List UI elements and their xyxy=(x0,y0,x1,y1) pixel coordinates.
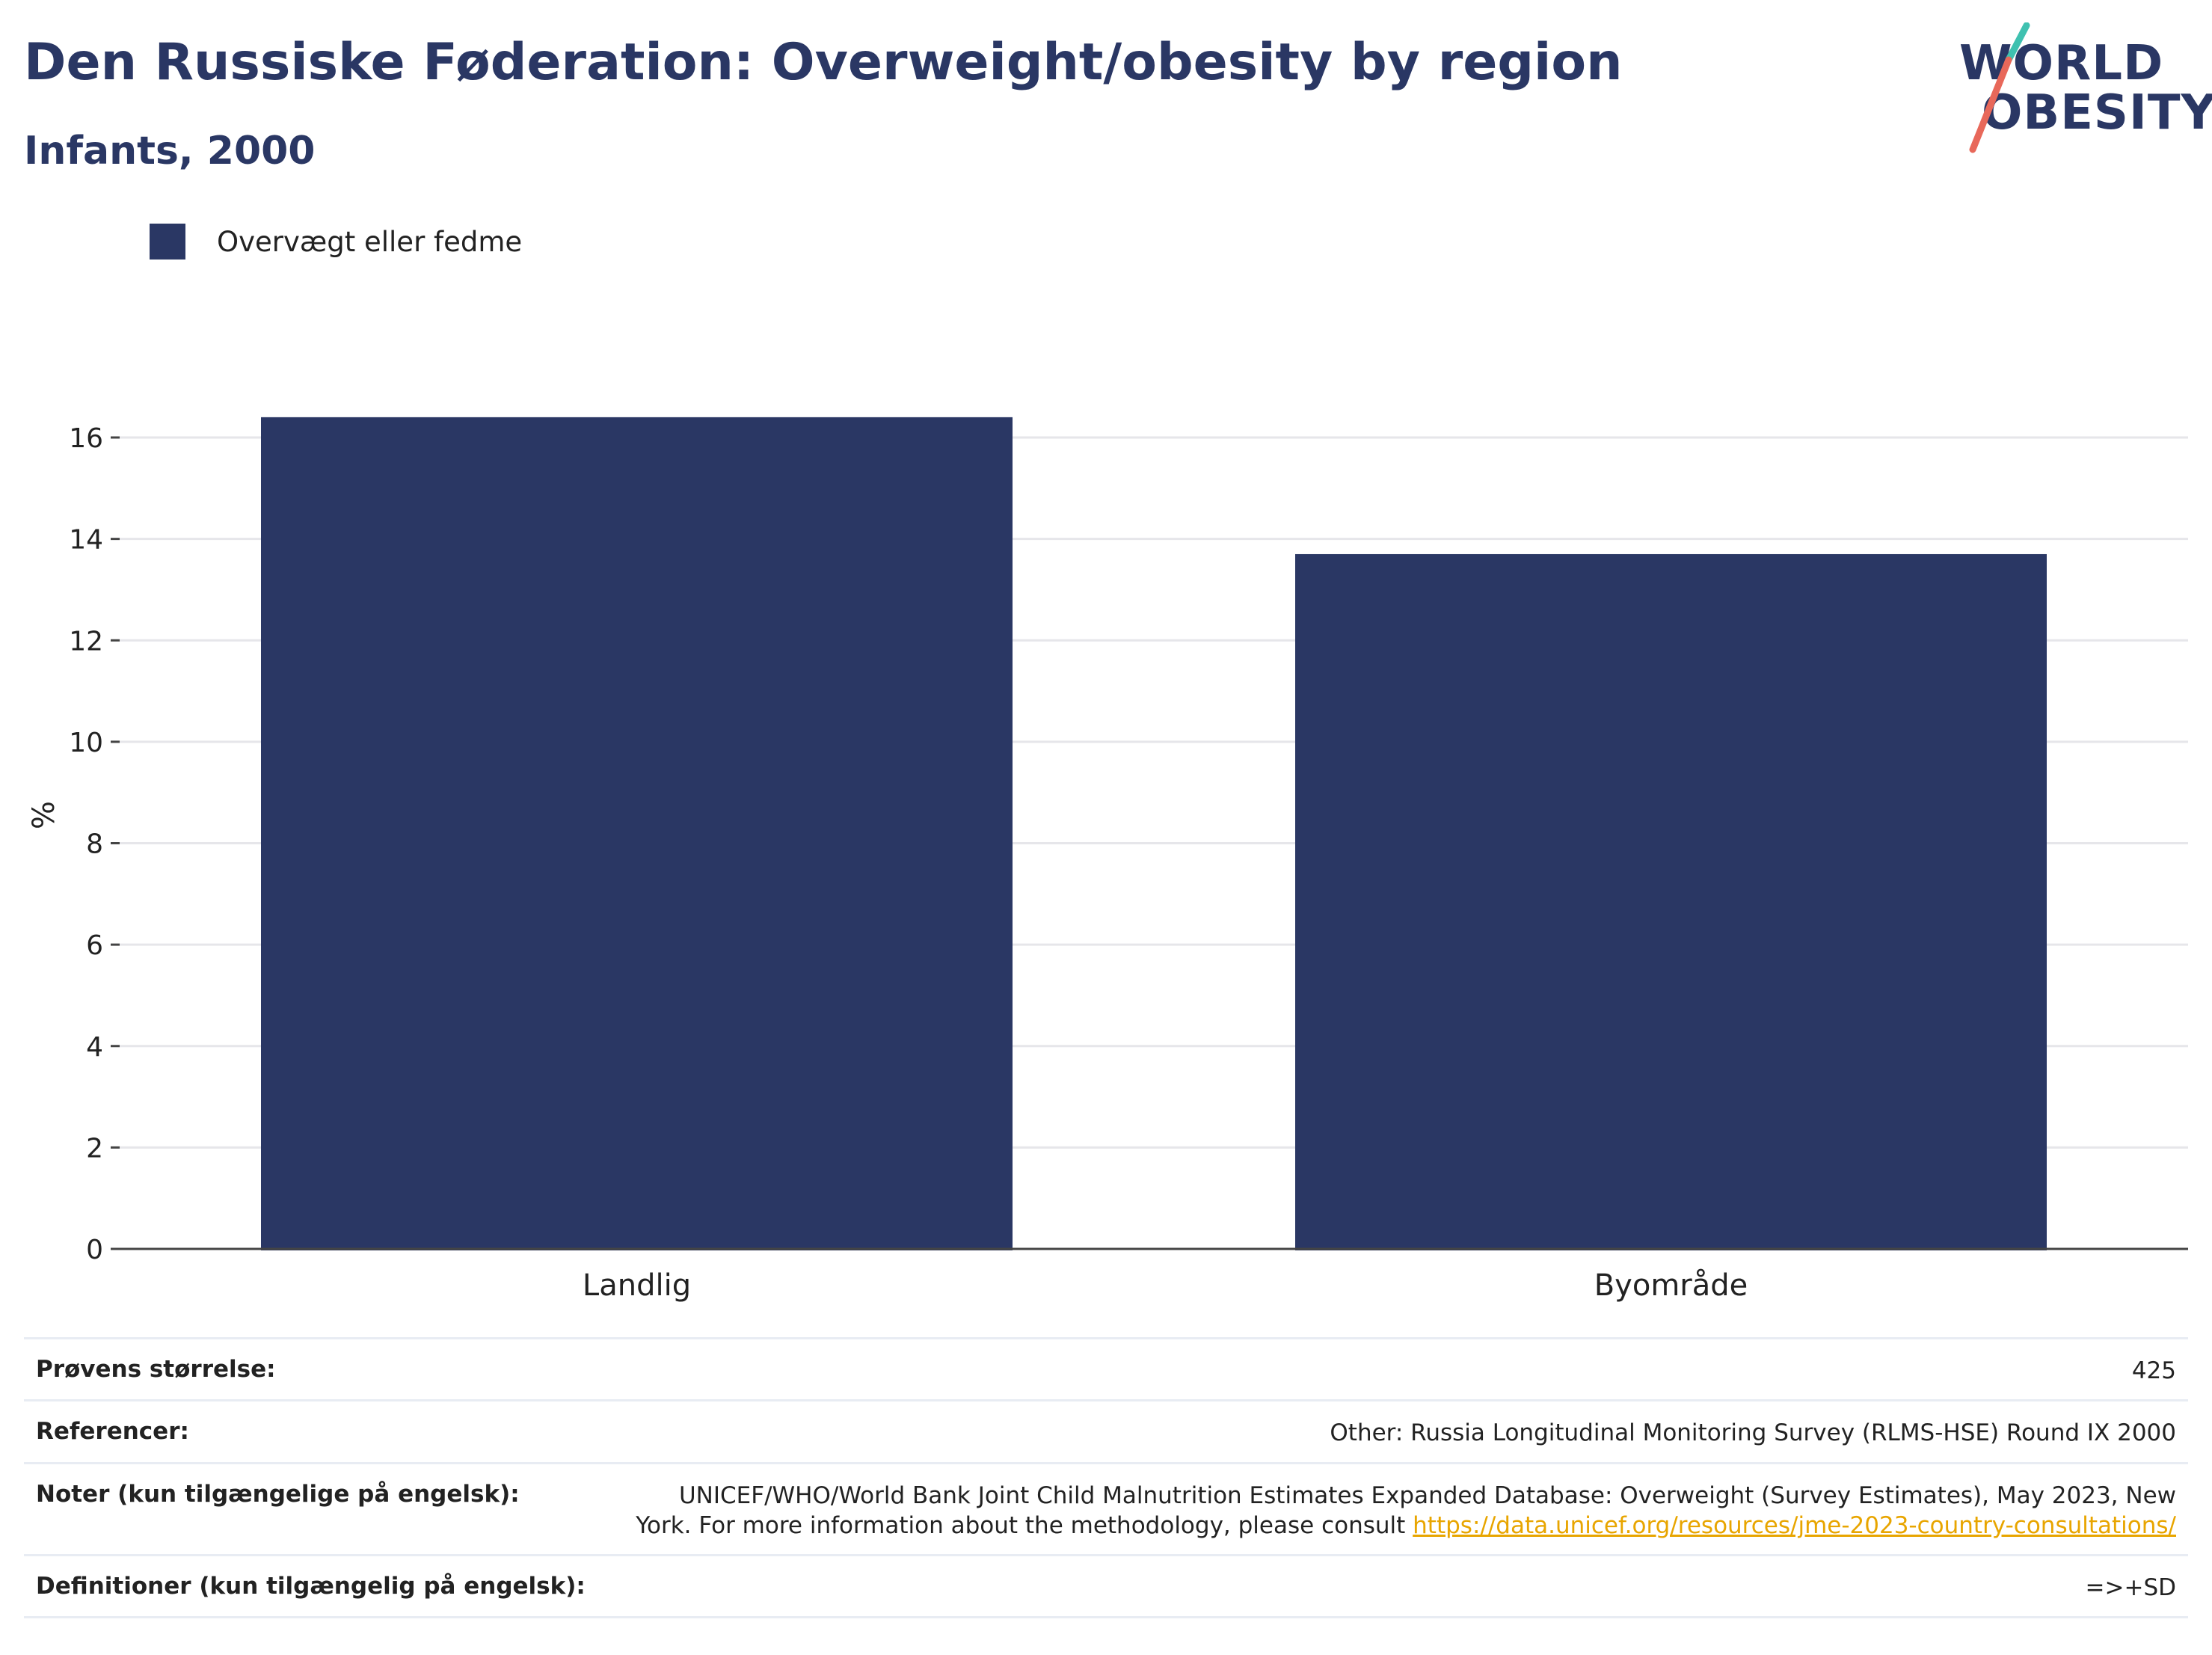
definitions-label: Definitioner (kun tilgængelig på engelsk… xyxy=(36,1573,586,1600)
y-tick-label: 8 xyxy=(86,829,103,860)
logo-slash-icon xyxy=(1969,22,2030,153)
axis-layer: 0 2 4 6 8 10 12 14 16 Landlig Byområde% xyxy=(27,423,2188,1303)
methodology-link[interactable]: https://data.unicef.org/resources/jme-20… xyxy=(1413,1511,2176,1539)
notes-text-line1: UNICEF/WHO/World Bank Joint Child Malnut… xyxy=(678,1481,2176,1509)
definitions-value: =>+SD xyxy=(2085,1574,2176,1602)
notes-label: Noter (kun tilgængelige på engelsk): xyxy=(36,1480,520,1508)
sample-size-value: 425 xyxy=(2131,1357,2176,1384)
legend-swatch xyxy=(150,224,185,260)
bar-landlig xyxy=(261,417,1013,1250)
y-tick-label: 12 xyxy=(69,626,103,657)
y-axis-label: % xyxy=(27,801,61,829)
definitions-row: Definitioner (kun tilgængelig på engelsk… xyxy=(24,1554,2188,1619)
bar-chart: 0 2 4 6 8 10 12 14 16 Landlig Byområde% xyxy=(27,417,2188,1303)
x-tick-label: Landlig xyxy=(583,1268,691,1303)
info-table: Prøvens størrelse: 425 Referencer: Other… xyxy=(24,1337,2188,1619)
y-tick-label: 14 xyxy=(69,525,103,556)
notes-text-line2: York. For more information about the met… xyxy=(636,1511,1413,1539)
y-tick-label: 2 xyxy=(86,1133,103,1164)
y-tick-label: 6 xyxy=(86,930,103,961)
references-value: Other: Russia Longitudinal Monitoring Su… xyxy=(1330,1419,2176,1447)
references-row: Referencer: Other: Russia Longitudinal M… xyxy=(24,1399,2188,1461)
bar-byomraade xyxy=(1295,553,2047,1250)
notes-row: Noter (kun tilgængelige på engelsk): UNI… xyxy=(24,1461,2188,1555)
sample-size-label: Prøvens størrelse: xyxy=(36,1356,276,1383)
sample-size-row: Prøvens størrelse: 425 xyxy=(24,1337,2188,1399)
notes-value: UNICEF/WHO/World Bank Joint Child Malnut… xyxy=(550,1481,2176,1541)
chart-title: Den Russiske Føderation: Overweight/obes… xyxy=(24,33,1623,92)
bar-layer xyxy=(261,417,2047,1250)
world-obesity-logo: WORLD OBESITY xyxy=(1944,22,2212,157)
references-label: Referencer: xyxy=(36,1418,189,1446)
y-tick-label: 4 xyxy=(86,1032,103,1063)
y-tick-label: 0 xyxy=(86,1235,103,1265)
legend-label: Overvægt eller fedme xyxy=(217,225,523,258)
x-tick-label: Byområde xyxy=(1594,1268,1748,1303)
chart-subtitle: Infants, 2000 xyxy=(24,129,316,174)
logo-text-line2: OBESITY xyxy=(1982,85,2212,141)
y-tick-label: 10 xyxy=(69,728,103,758)
y-tick-label: 16 xyxy=(69,423,103,454)
legend: Overvægt eller fedme xyxy=(150,223,522,260)
logo-text-line1: WORLD xyxy=(1959,36,2164,91)
